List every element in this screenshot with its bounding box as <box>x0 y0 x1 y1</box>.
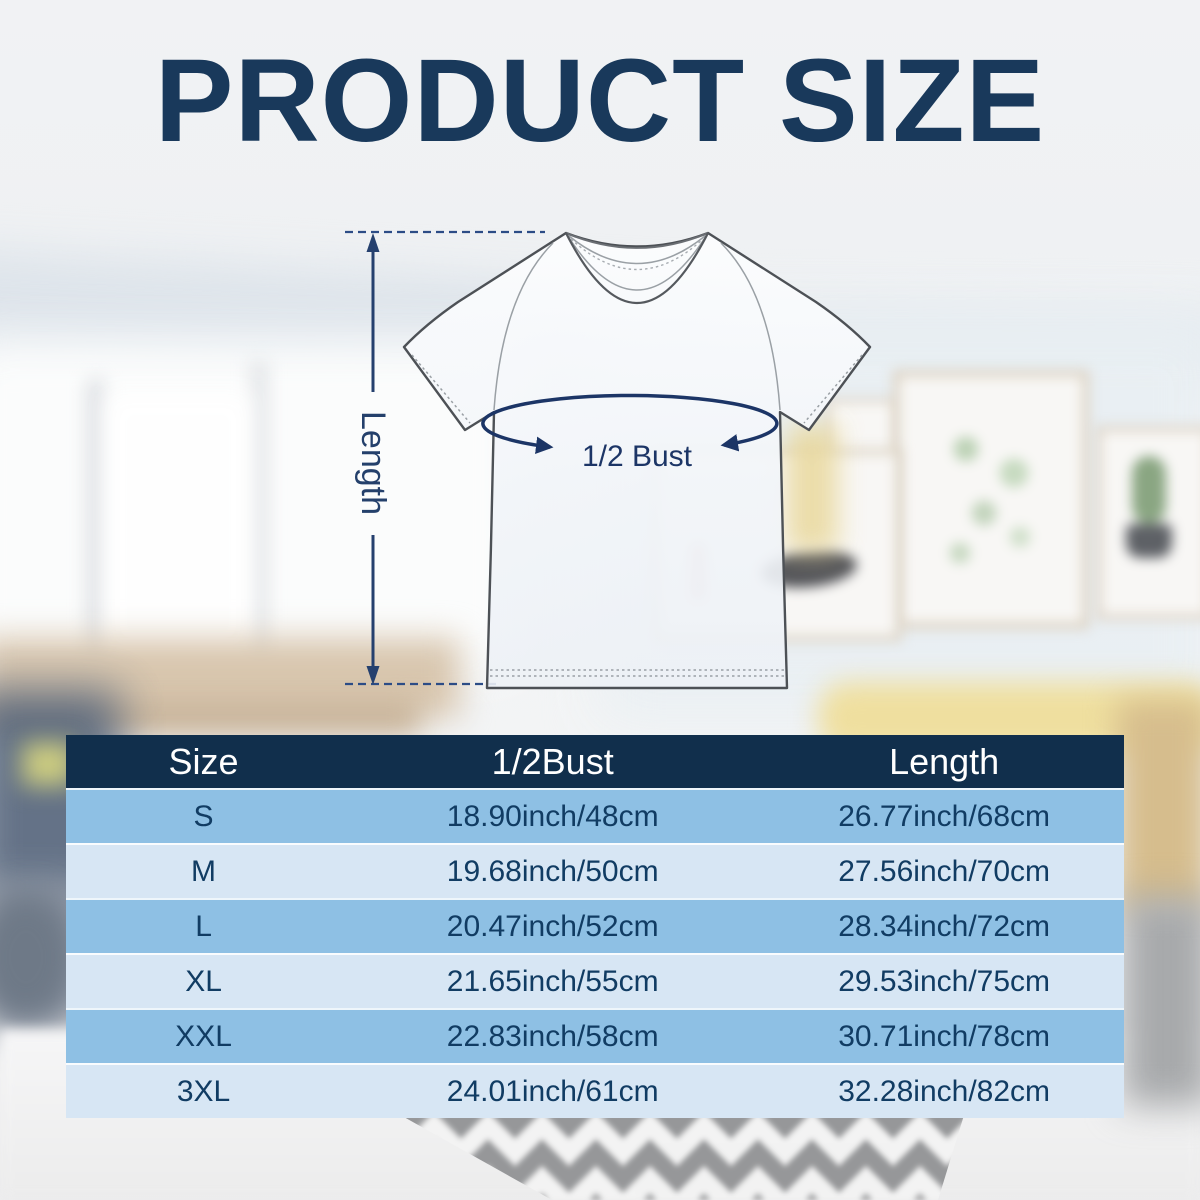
bg-window-mullion <box>252 362 266 662</box>
cactus-pot-art <box>1126 524 1172 558</box>
cell-size: XXL <box>175 1019 232 1053</box>
picture-frame <box>893 370 1089 629</box>
tshirt-stitching <box>411 354 863 677</box>
cell-length: 28.34inch/72cm <box>838 909 1051 943</box>
bust-measure-arrow <box>481 393 779 454</box>
cell-size: S <box>193 799 214 833</box>
cell-bust: 24.01inch/61cm <box>446 1074 659 1108</box>
table-row: S 18.90inch/48cm 26.77inch/68cm <box>66 788 1124 843</box>
table-row: L 20.47inch/52cm 28.34inch/72cm <box>66 898 1124 953</box>
size-table-header: Size 1/2Bust Length <box>66 735 1124 788</box>
table-row: M 19.68inch/50cm 27.56inch/70cm <box>66 843 1124 898</box>
botanical-art <box>930 417 1050 577</box>
cell-length: 26.77inch/68cm <box>838 799 1051 833</box>
bg-sofa-arm <box>1118 700 1200 915</box>
tshirt-collar <box>565 232 709 304</box>
cell-size: M <box>191 854 217 888</box>
cell-length: 30.71inch/78cm <box>838 1019 1051 1053</box>
table-row: XL 21.65inch/55cm 29.53inch/75cm <box>66 953 1124 1008</box>
picture-frame <box>1096 426 1200 620</box>
tshirt-seams <box>493 242 781 411</box>
arrow-down-icon <box>366 666 380 685</box>
cactus-art <box>1132 456 1166 524</box>
cell-bust: 19.68inch/50cm <box>446 854 659 888</box>
bg-window-mullion <box>88 380 104 660</box>
cell-length: 29.53inch/75cm <box>838 964 1051 998</box>
bg-decor-spot <box>22 742 74 786</box>
length-label: Length <box>354 411 392 515</box>
table-row: 3XL 24.01inch/61cm 32.28inch/82cm <box>66 1063 1124 1118</box>
cell-bust: 21.65inch/55cm <box>446 964 659 998</box>
cell-length: 32.28inch/82cm <box>838 1074 1051 1108</box>
cell-size: L <box>195 909 212 943</box>
arrow-up-icon <box>366 233 380 252</box>
cell-bust: 22.83inch/58cm <box>446 1019 659 1053</box>
header-size: Size <box>168 740 239 782</box>
table-row: XXL 22.83inch/58cm 30.71inch/78cm <box>66 1008 1124 1063</box>
tshirt-measurement-diagram: Length 1/2 Bust <box>345 230 872 690</box>
header-length: Length <box>889 740 1000 782</box>
bg-right-shadow <box>1122 896 1200 1106</box>
page-title: PRODUCT SIZE <box>154 35 1046 167</box>
cell-size: XL <box>185 964 222 998</box>
cell-bust: 18.90inch/48cm <box>446 799 659 833</box>
cell-bust: 20.47inch/52cm <box>446 909 659 943</box>
cell-length: 27.56inch/70cm <box>838 854 1051 888</box>
bust-label: 1/2 Bust <box>582 440 693 473</box>
header-bust: 1/2Bust <box>491 740 614 782</box>
cell-size: 3XL <box>176 1074 231 1108</box>
bg-decor-vase <box>786 424 838 552</box>
size-table: Size 1/2Bust Length S 18.90inch/48cm 26.… <box>66 735 1124 1118</box>
bg-window-pane <box>104 392 252 654</box>
